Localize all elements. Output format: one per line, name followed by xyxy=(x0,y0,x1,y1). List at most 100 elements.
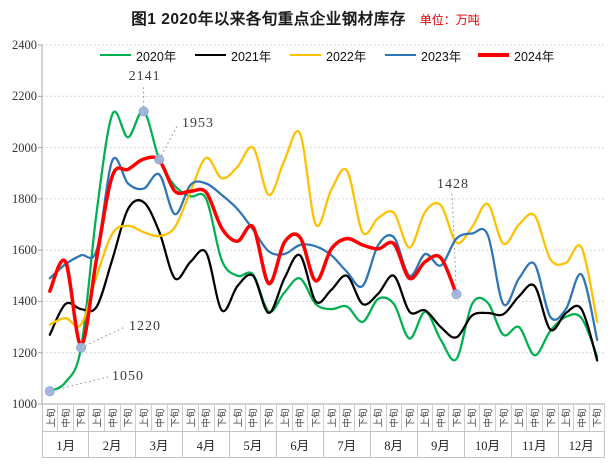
x-month-label: 5月 xyxy=(229,431,278,458)
x-period-text: 中旬 xyxy=(108,408,120,428)
annotation-marker xyxy=(138,106,149,117)
x-period-label: 中旬 xyxy=(58,405,74,431)
x-period-text: 下旬 xyxy=(592,408,604,428)
x-month-label: 2月 xyxy=(88,431,137,458)
x-period-label: 中旬 xyxy=(245,405,262,431)
legend-item-2022: 2022年 xyxy=(290,48,366,64)
x-period-label: 下旬 xyxy=(120,405,137,431)
x-period-text: 中旬 xyxy=(248,408,260,428)
annotation-marker xyxy=(44,386,55,397)
y-tick-label: 1800 xyxy=(12,191,37,206)
y-tick-label: 1200 xyxy=(12,345,37,360)
annotation-label: 1220 xyxy=(129,319,161,334)
x-period-text: 下旬 xyxy=(311,408,323,428)
legend-line-icon xyxy=(478,53,509,57)
legend-item-2020: 2020年 xyxy=(100,48,177,64)
x-period-label: 中旬 xyxy=(105,405,121,431)
x-period-label: 下旬 xyxy=(167,405,184,431)
x-period-label: 上旬 xyxy=(230,405,246,431)
annotation-leader xyxy=(158,123,179,160)
x-period-label: 中旬 xyxy=(527,405,543,431)
x-month-label: 6月 xyxy=(276,431,324,458)
annotation-label: 1953 xyxy=(182,116,214,131)
series-line-2020 xyxy=(48,110,599,393)
x-period-label: 中旬 xyxy=(480,405,496,431)
legend-line-icon xyxy=(290,53,321,57)
x-period-text: 上旬 xyxy=(514,408,526,428)
x-period-label: 上旬 xyxy=(42,405,59,431)
x-period-label: 上旬 xyxy=(558,405,575,431)
series-line-2024 xyxy=(48,155,459,347)
x-period-label: 上旬 xyxy=(417,405,434,431)
x-period-text: 上旬 xyxy=(139,408,151,428)
x-period-text: 下旬 xyxy=(452,408,464,428)
x-period-text: 上旬 xyxy=(46,408,58,428)
x-period-label: 上旬 xyxy=(464,405,481,431)
y-tick-label: 2400 xyxy=(12,38,37,52)
x-month-label: 4月 xyxy=(182,431,231,458)
x-period-label: 上旬 xyxy=(136,405,152,431)
x-period-label: 下旬 xyxy=(542,405,559,431)
legend-line-icon xyxy=(195,53,226,57)
annotation-marker xyxy=(451,289,462,300)
x-period-text: 中旬 xyxy=(577,408,589,428)
x-period-text: 中旬 xyxy=(530,408,542,428)
annotation-leader xyxy=(451,192,457,295)
x-period-text: 下旬 xyxy=(264,408,276,428)
x-period-text: 中旬 xyxy=(483,408,495,428)
x-period-label: 上旬 xyxy=(277,405,293,431)
x-period-text: 上旬 xyxy=(327,408,339,428)
x-period-text: 下旬 xyxy=(76,408,88,428)
x-period-label: 下旬 xyxy=(589,405,606,431)
x-period-label: 中旬 xyxy=(339,405,356,431)
y-tick-label: 1600 xyxy=(12,243,37,258)
x-month-label: 1月 xyxy=(42,431,90,458)
x-period-text: 下旬 xyxy=(123,408,135,428)
x-period-text: 上旬 xyxy=(233,408,245,428)
x-period-text: 下旬 xyxy=(499,408,511,428)
legend-line-icon xyxy=(385,53,416,57)
x-month-label: 12月 xyxy=(558,431,606,458)
legend-item-2023: 2023年 xyxy=(385,48,461,64)
x-period-label: 上旬 xyxy=(370,405,387,431)
x-period-text: 中旬 xyxy=(389,408,401,428)
x-period-label: 下旬 xyxy=(308,405,324,431)
x-period-text: 下旬 xyxy=(358,408,370,428)
x-period-text: 上旬 xyxy=(467,408,479,428)
y-tick-label: 2000 xyxy=(12,140,37,155)
x-period-text: 下旬 xyxy=(217,408,229,428)
x-period-label: 下旬 xyxy=(214,405,231,431)
x-period-text: 下旬 xyxy=(170,408,182,428)
x-period-label: 下旬 xyxy=(261,405,278,431)
series-line-2023 xyxy=(48,156,599,342)
x-period-text: 中旬 xyxy=(342,408,354,428)
annotation-marker xyxy=(76,342,87,353)
x-month-label: 11月 xyxy=(511,431,559,458)
x-month-label: 10月 xyxy=(464,431,512,458)
x-period-label: 中旬 xyxy=(292,405,309,431)
x-period-text: 下旬 xyxy=(546,408,558,428)
annotation-label: 1428 xyxy=(437,177,469,192)
x-period-label: 下旬 xyxy=(496,405,512,431)
x-period-text: 上旬 xyxy=(92,408,104,428)
title-row: 图1 2020年以来各旬重点企业钢材库存 单位：万吨 xyxy=(0,7,611,29)
x-period-label: 上旬 xyxy=(183,405,199,431)
legend-label: 2020年 xyxy=(136,49,177,64)
chart-title: 图1 2020年以来各旬重点企业钢材库存 xyxy=(131,11,406,28)
x-month-label: 9月 xyxy=(417,431,465,458)
annotation-label: 2141 xyxy=(128,69,161,84)
x-period-text: 上旬 xyxy=(280,408,292,428)
x-period-text: 中旬 xyxy=(61,408,73,428)
unit-label: 单位：万吨 xyxy=(419,13,480,27)
x-period-label: 中旬 xyxy=(574,405,590,431)
x-period-label: 上旬 xyxy=(89,405,106,431)
x-period-label: 中旬 xyxy=(433,405,450,431)
x-period-text: 中旬 xyxy=(295,408,307,428)
x-period-text: 中旬 xyxy=(201,408,213,428)
x-period-label: 中旬 xyxy=(151,405,168,431)
x-period-label: 中旬 xyxy=(198,405,215,431)
x-month-label: 3月 xyxy=(135,431,184,458)
x-period-label: 中旬 xyxy=(386,405,403,431)
